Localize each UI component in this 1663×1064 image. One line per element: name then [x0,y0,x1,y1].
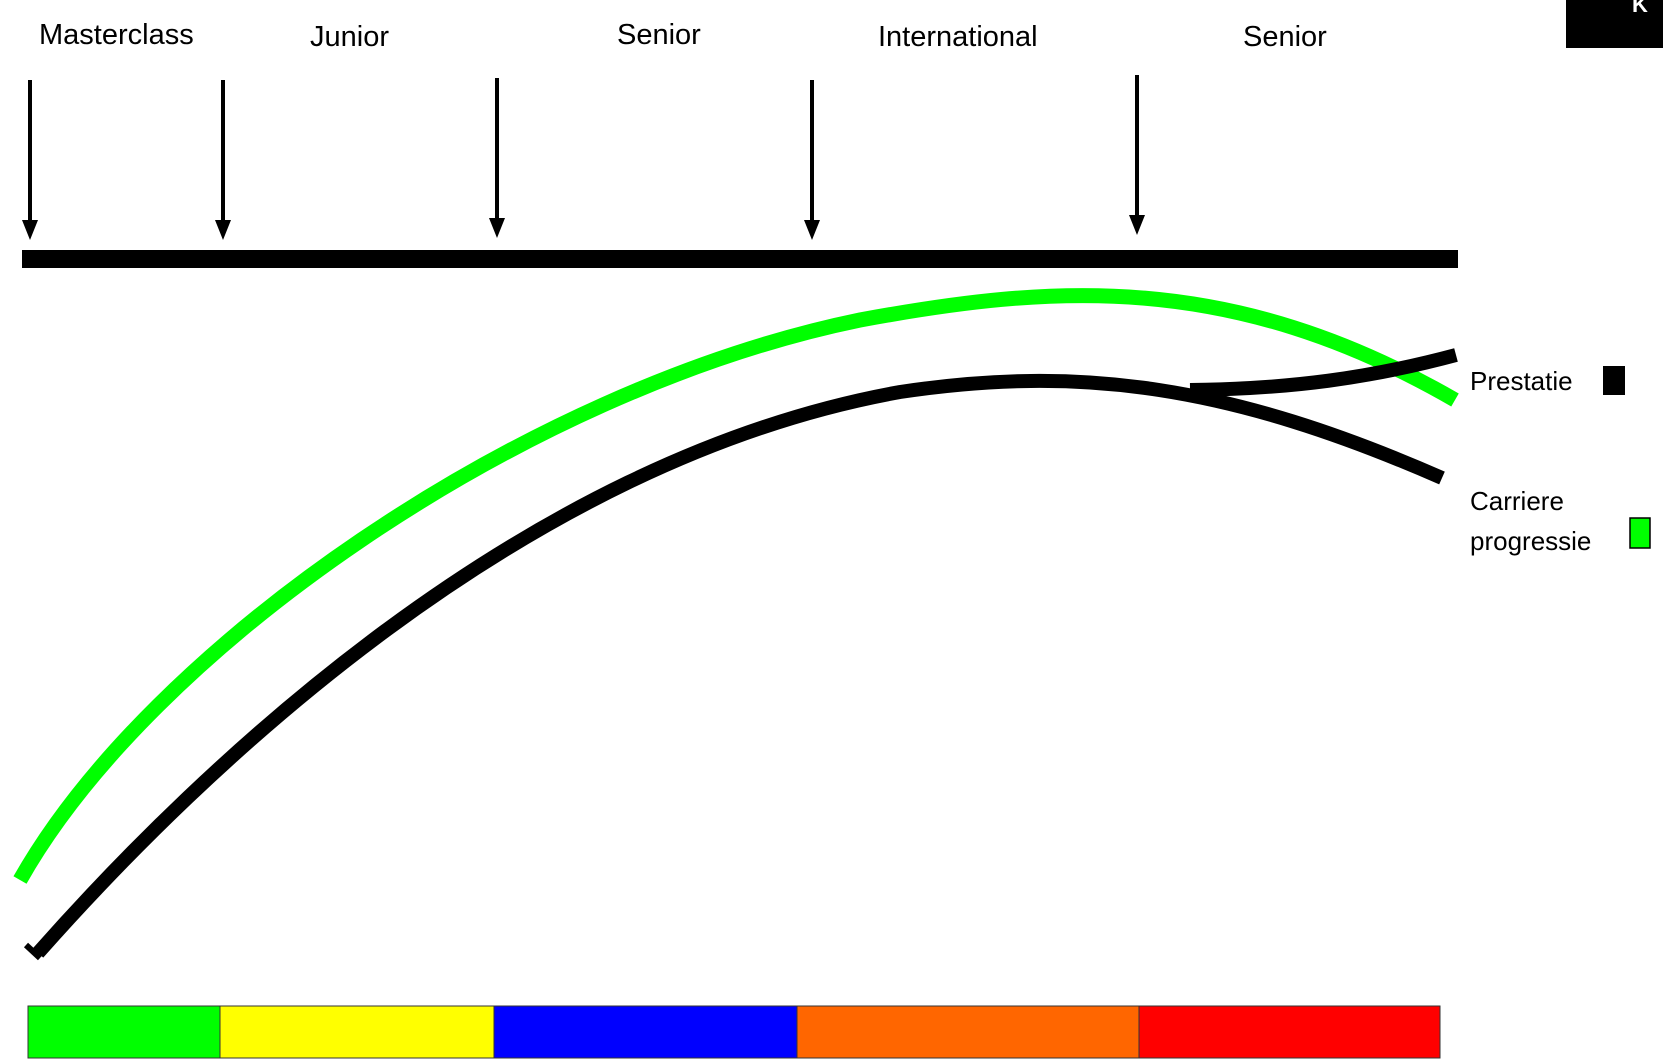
legend-carriere-swatch [1629,517,1651,549]
phase-segment-masterclass [27,1005,221,1059]
stage-label-senior-late: Senior [1243,21,1327,53]
arrow-international [804,80,820,240]
arrow-masterclass [22,80,38,240]
timeline-bar [22,250,1458,268]
phase-segment-senior-late [1138,1005,1441,1059]
arrow-senior-late [1129,75,1145,235]
legend-carriere-label-line2: progressie [1470,526,1591,556]
stage-label-international: International [878,21,1038,53]
phase-segment-senior [493,1005,798,1059]
phase-color-bar [27,1005,1441,1059]
legend-prestatie-label: Prestatie [1470,366,1573,396]
prestatie-start-tick [23,942,43,961]
prestatie-curve [32,373,1445,958]
arrow-junior [215,80,231,240]
corner-tab-label: K [1632,0,1648,17]
stage-label-junior: Junior [310,21,389,53]
legend-carriere-label-line1: Carriere [1470,486,1564,516]
stage-label-masterclass: Masterclass [39,19,194,51]
prestatie-branch [1189,348,1458,397]
phase-segment-junior [219,1005,495,1059]
legend-prestatie-swatch [1603,366,1625,395]
corner-tab [1566,0,1663,48]
stage-label-senior: Senior [617,19,701,51]
carriere-progressie-curve [13,288,1459,884]
arrow-senior [489,78,505,238]
phase-segment-international [796,1005,1140,1059]
